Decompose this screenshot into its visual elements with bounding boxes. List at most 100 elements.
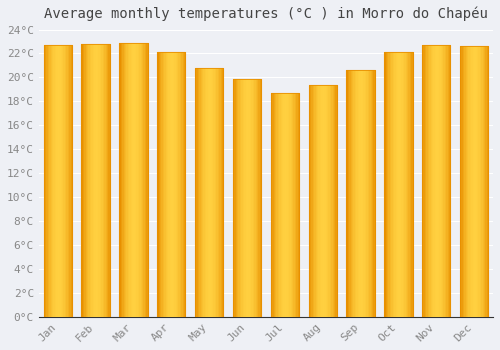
Bar [388, 52, 390, 317]
Bar [359, 70, 360, 317]
Bar [274, 93, 275, 317]
Bar [130, 43, 132, 317]
Bar [372, 70, 374, 317]
Bar [308, 85, 310, 317]
Bar [445, 45, 446, 317]
Bar [460, 46, 488, 317]
Bar [422, 45, 450, 317]
Bar [407, 52, 408, 317]
Bar [288, 93, 289, 317]
Bar [425, 45, 426, 317]
Bar [284, 93, 285, 317]
Bar [468, 46, 470, 317]
Bar [181, 52, 182, 317]
Bar [313, 85, 314, 317]
Bar [256, 79, 257, 317]
Bar [278, 93, 279, 317]
Bar [292, 93, 294, 317]
Bar [429, 45, 430, 317]
Bar [422, 45, 450, 317]
Bar [163, 52, 164, 317]
Bar [195, 68, 224, 317]
Bar [250, 79, 252, 317]
Bar [50, 45, 52, 317]
Bar [279, 93, 280, 317]
Bar [322, 85, 324, 317]
Bar [248, 79, 250, 317]
Bar [369, 70, 370, 317]
Bar [449, 45, 450, 317]
Bar [54, 45, 55, 317]
Bar [257, 79, 258, 317]
Bar [314, 85, 316, 317]
Bar [316, 85, 317, 317]
Bar [280, 93, 282, 317]
Bar [56, 45, 58, 317]
Bar [486, 46, 487, 317]
Bar [387, 52, 388, 317]
Bar [195, 68, 224, 317]
Bar [49, 45, 50, 317]
Bar [97, 44, 98, 317]
Bar [446, 45, 448, 317]
Bar [168, 52, 170, 317]
Bar [204, 68, 205, 317]
Bar [44, 45, 45, 317]
Bar [254, 79, 256, 317]
Bar [157, 52, 158, 317]
Bar [324, 85, 326, 317]
Bar [107, 44, 108, 317]
Bar [167, 52, 168, 317]
Bar [365, 70, 366, 317]
Bar [96, 44, 97, 317]
Bar [346, 70, 348, 317]
Bar [402, 52, 404, 317]
Bar [145, 43, 146, 317]
Bar [308, 85, 337, 317]
Bar [272, 93, 274, 317]
Bar [384, 52, 386, 317]
Bar [98, 44, 100, 317]
Bar [62, 45, 64, 317]
Bar [198, 68, 199, 317]
Bar [88, 44, 90, 317]
Bar [60, 45, 62, 317]
Bar [102, 44, 104, 317]
Bar [240, 79, 242, 317]
Bar [438, 45, 439, 317]
Bar [332, 85, 334, 317]
Bar [119, 43, 148, 317]
Bar [308, 85, 337, 317]
Bar [242, 79, 244, 317]
Bar [442, 45, 444, 317]
Bar [346, 70, 375, 317]
Bar [84, 44, 86, 317]
Bar [290, 93, 292, 317]
Bar [331, 85, 332, 317]
Bar [478, 46, 480, 317]
Bar [219, 68, 220, 317]
Bar [90, 44, 92, 317]
Bar [384, 52, 412, 317]
Bar [411, 52, 412, 317]
Bar [462, 46, 463, 317]
Bar [352, 70, 354, 317]
Bar [440, 45, 442, 317]
Bar [474, 46, 476, 317]
Bar [125, 43, 126, 317]
Bar [158, 52, 160, 317]
Bar [178, 52, 180, 317]
Bar [374, 70, 375, 317]
Bar [70, 45, 72, 317]
Bar [472, 46, 474, 317]
Bar [364, 70, 365, 317]
Bar [320, 85, 322, 317]
Bar [346, 70, 375, 317]
Bar [246, 79, 247, 317]
Bar [270, 93, 299, 317]
Bar [206, 68, 208, 317]
Bar [44, 45, 72, 317]
Bar [237, 79, 238, 317]
Bar [394, 52, 396, 317]
Bar [140, 43, 142, 317]
